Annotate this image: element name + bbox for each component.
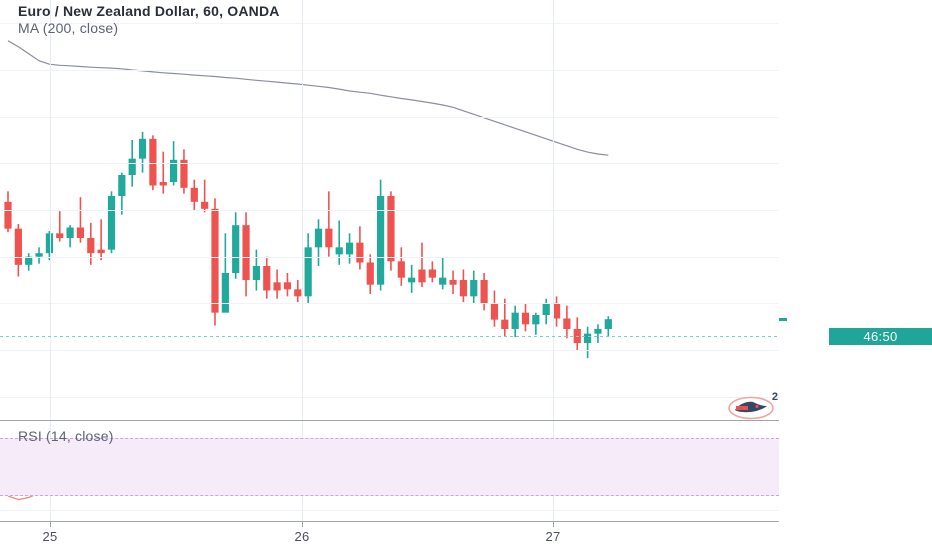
time-axis-label: 27 [545,529,561,544]
candlestick [97,219,105,261]
candlestick [397,247,405,286]
candlestick [542,298,550,325]
candlestick [584,326,592,359]
time-axis-tick [553,522,554,527]
price-chart-pane[interactable]: Euro / New Zealand Dollar, 60, OANDA MA … [0,0,779,420]
candlestick [325,191,333,257]
candlestick [149,135,157,191]
candlestick [459,269,467,303]
candlestick [283,273,292,297]
candlestick [511,305,519,338]
candlestick [180,149,188,194]
gridline-horizontal [0,350,779,351]
gridline-horizontal [0,510,779,511]
candlestick [107,191,116,254]
gridline-horizontal [0,163,779,164]
time-axis-tick [50,522,51,527]
candlestick [211,198,219,326]
candlestick [45,231,53,261]
candlestick [221,233,229,313]
candlestick [563,305,571,339]
price-scale[interactable]: 1.726001.724001.722001.720001.718001.716… [779,0,932,550]
candlestick [428,261,436,283]
rsi-chart-pane[interactable]: RSI (14, close) [0,421,779,522]
candlestick [418,242,426,287]
pane-separator-top [0,420,779,421]
candlestick [66,225,74,248]
candlestick [118,172,126,215]
candlestick [14,224,22,277]
candlestick [201,179,209,213]
gridline-horizontal [0,117,779,118]
last-price-nub [779,318,787,322]
candlestick [356,226,364,270]
time-axis[interactable]: 25 26 27 [0,522,779,550]
ma-legend-label[interactable]: MA (200, close) [18,20,119,36]
candlestick [366,254,374,294]
idea-count-badge: 2 [771,391,778,403]
candlestick-series [4,40,612,359]
candlestick [190,179,198,210]
candlestick [377,179,385,291]
gridline-horizontal [0,303,779,304]
candlestick [294,280,302,303]
candlestick [4,191,12,233]
candlestick [242,212,250,297]
gridline-horizontal [0,70,779,71]
candlestick [335,220,343,265]
candlestick [87,222,95,265]
candlestick [470,270,478,304]
candlestick [314,219,323,266]
candlestick [138,131,147,173]
gridline-vertical [302,0,303,420]
idea-marker-icon[interactable]: 2 [727,391,779,422]
time-axis-tick [302,522,303,527]
candlestick [56,211,64,242]
candlestick [604,316,612,338]
candlestick [76,197,85,243]
gridline-horizontal [0,210,779,211]
candlestick [35,247,43,264]
gridline-horizontal [0,397,779,398]
time-axis-label: 26 [294,529,310,544]
gridline-vertical [50,0,51,420]
candlestick [439,257,447,290]
candlestick [159,151,167,194]
candlestick [387,191,395,271]
gridline-horizontal [0,257,779,258]
time-axis-label: 25 [42,529,58,544]
gridline-horizontal [0,23,779,24]
candlestick [345,233,354,264]
last-price-dotted-line [0,336,779,337]
gridline-vertical [553,0,554,420]
candlestick [594,324,602,343]
ma200-line [7,40,609,156]
candlestick [490,290,499,327]
candlestick [408,264,416,293]
candlestick [449,270,457,294]
countdown-badge: 46:50 [829,328,932,346]
candlestick [232,212,240,279]
chart-title: Euro / New Zealand Dollar, 60, OANDA [18,3,280,19]
candlestick [480,273,488,311]
pane-separator-bottom [0,521,779,522]
rsi-overbought-oversold-band [0,438,779,496]
candlestick [252,249,260,291]
candlestick [501,298,509,336]
candlestick [552,296,561,327]
candlestick [532,312,540,335]
candlestick [263,256,271,299]
candlestick [304,233,312,304]
candlestick [273,269,281,299]
candlestick [25,253,33,271]
candlestick [521,303,530,332]
rsi-legend-label[interactable]: RSI (14, close) [18,428,114,444]
candlestick [573,317,581,350]
